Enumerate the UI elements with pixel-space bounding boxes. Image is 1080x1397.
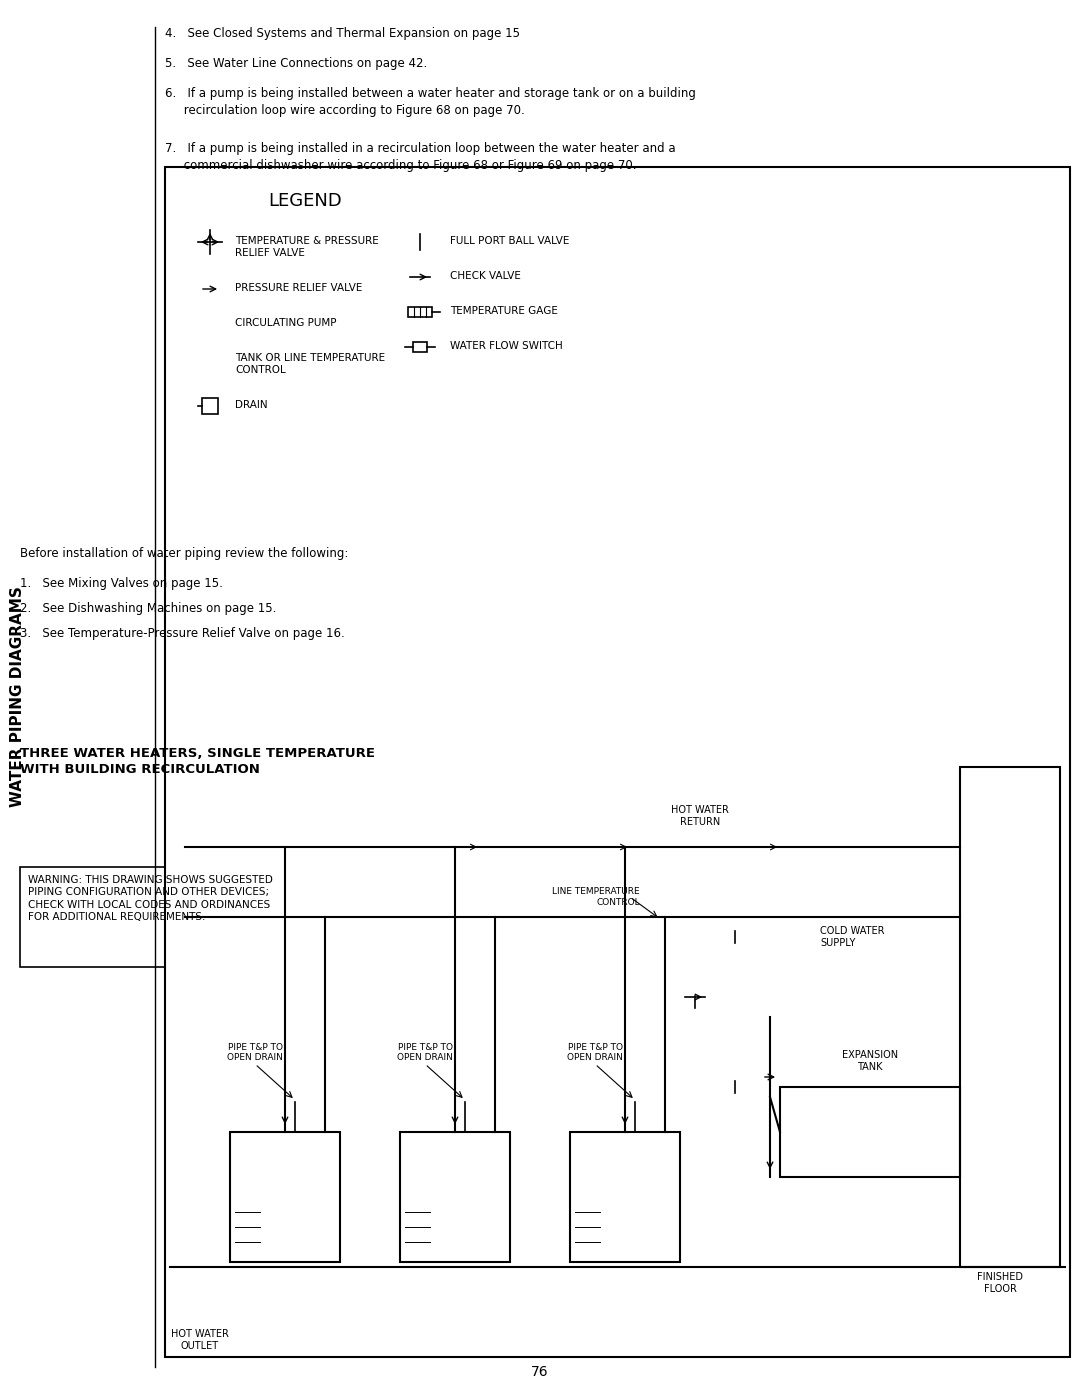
Text: PIPE T&P TO
OPEN DRAIN: PIPE T&P TO OPEN DRAIN (227, 1042, 283, 1062)
Polygon shape (689, 942, 701, 951)
Bar (202, 398, 218, 414)
Text: 5.   See Water Line Connections on page 42.: 5. See Water Line Connections on page 42… (165, 57, 428, 70)
Ellipse shape (950, 1087, 970, 1178)
Text: 4.   See Closed Systems and Thermal Expansion on page 15: 4. See Closed Systems and Thermal Expans… (165, 27, 519, 41)
Text: THREE WATER HEATERS, SINGLE TEMPERATURE
WITH BUILDING RECIRCULATION: THREE WATER HEATERS, SINGLE TEMPERATURE … (21, 747, 375, 775)
Bar (230, 1132, 340, 1261)
Text: 6.   If a pump is being installed between a water heater and storage tank or on : 6. If a pump is being installed between … (165, 87, 696, 117)
Bar (408, 307, 432, 317)
Text: HOT WATER
OUTLET: HOT WATER OUTLET (171, 1329, 229, 1351)
Text: Before installation of water piping review the following:: Before installation of water piping revi… (21, 548, 349, 560)
Text: WARNING: THIS DRAWING SHOWS SUGGESTED
PIPING CONFIGURATION AND OTHER DEVICES;
CH: WARNING: THIS DRAWING SHOWS SUGGESTED PI… (28, 875, 273, 922)
Text: PRESSURE RELIEF VALVE: PRESSURE RELIEF VALVE (235, 284, 363, 293)
Circle shape (680, 932, 710, 963)
Text: CHECK VALVE: CHECK VALVE (450, 271, 521, 281)
Bar (570, 1132, 680, 1261)
Text: EXPANSION
TANK: EXPANSION TANK (842, 1051, 899, 1071)
Text: 2.   See Dishwashing Machines on page 15.: 2. See Dishwashing Machines on page 15. (21, 602, 276, 615)
Text: CIRCULATING PUMP: CIRCULATING PUMP (235, 319, 337, 328)
Text: FINISHED
FLOOR: FINISHED FLOOR (977, 1273, 1023, 1294)
Bar (21, 868, 210, 967)
Bar (400, 1132, 510, 1261)
Polygon shape (204, 319, 216, 330)
Text: HOT WATER
RETURN: HOT WATER RETURN (671, 806, 729, 827)
Circle shape (200, 314, 220, 334)
Text: PIPE T&P TO
OPEN DRAIN: PIPE T&P TO OPEN DRAIN (397, 1042, 453, 1062)
Bar (780, 1087, 960, 1178)
Bar (165, 168, 1070, 1356)
Ellipse shape (770, 1087, 789, 1178)
Text: TEMPERATURE & PRESSURE
RELIEF VALVE: TEMPERATURE & PRESSURE RELIEF VALVE (235, 236, 379, 257)
Text: WATER FLOW SWITCH: WATER FLOW SWITCH (450, 341, 563, 351)
Text: DRAIN: DRAIN (235, 400, 268, 409)
Bar (413, 342, 427, 352)
Text: WATER PIPING DIAGRAMS: WATER PIPING DIAGRAMS (11, 587, 26, 807)
Text: TANK OR LINE TEMPERATURE
CONTROL: TANK OR LINE TEMPERATURE CONTROL (235, 353, 386, 374)
Text: LINE TEMPERATURE
CONTROL: LINE TEMPERATURE CONTROL (552, 887, 640, 907)
Text: 7.   If a pump is being installed in a recirculation loop between the water heat: 7. If a pump is being installed in a rec… (165, 142, 676, 172)
Text: LEGEND: LEGEND (268, 191, 342, 210)
Bar (960, 767, 1059, 1267)
Text: 3.   See Temperature-Pressure Relief Valve on page 16.: 3. See Temperature-Pressure Relief Valve… (21, 627, 345, 640)
Text: FULL PORT BALL VALVE: FULL PORT BALL VALVE (450, 236, 569, 246)
Text: COLD WATER
SUPPLY: COLD WATER SUPPLY (820, 926, 885, 947)
Text: PIPE T&P TO
OPEN DRAIN: PIPE T&P TO OPEN DRAIN (567, 1042, 623, 1062)
Text: 76: 76 (531, 1365, 549, 1379)
Text: TEMPERATURE GAGE: TEMPERATURE GAGE (450, 306, 558, 316)
Text: 1.   See Mixing Valves on page 15.: 1. See Mixing Valves on page 15. (21, 577, 222, 590)
